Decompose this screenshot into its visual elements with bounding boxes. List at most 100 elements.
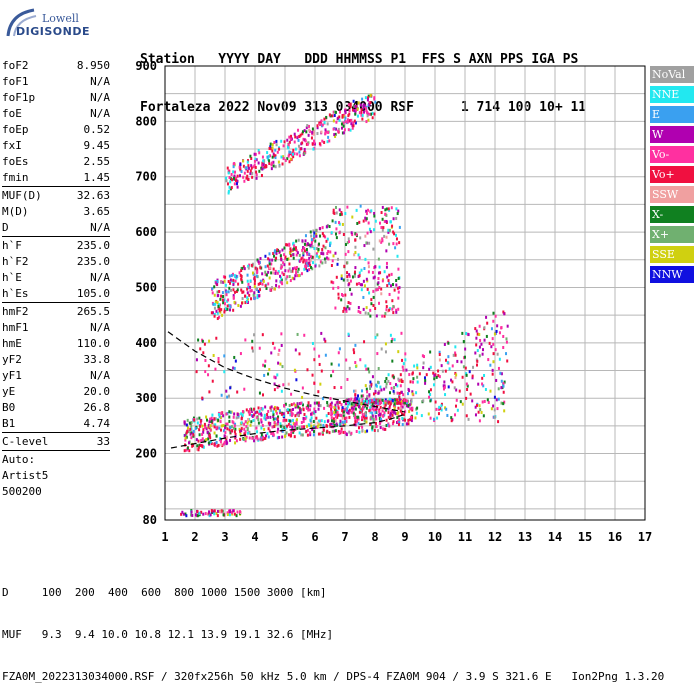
echo-point: [204, 424, 207, 428]
echo-point: [348, 415, 351, 419]
echo-point: [242, 159, 245, 163]
echo-point: [348, 408, 351, 412]
echo-point: [492, 342, 495, 346]
param-row: h`Es 105.0: [2, 286, 110, 302]
echo-point: [330, 280, 333, 284]
echo-point: [277, 420, 280, 424]
echo-point: [481, 400, 484, 404]
echo-point: [332, 127, 335, 131]
echo-point: [389, 411, 392, 415]
echo-point: [232, 509, 235, 513]
echo-point: [475, 329, 478, 333]
echo-point: [291, 267, 294, 271]
param-key: foF1p: [2, 91, 36, 104]
echo-point: [378, 399, 381, 403]
echo-point: [490, 407, 493, 411]
echo-point: [411, 392, 414, 396]
echo-point: [280, 280, 283, 284]
echo-point: [296, 404, 299, 408]
echo-point: [201, 339, 204, 343]
echo-point: [292, 429, 295, 433]
echo-point: [321, 430, 324, 434]
echo-point: [319, 260, 322, 264]
echo-point: [281, 435, 284, 439]
echo-point: [353, 109, 356, 113]
echo-point: [301, 132, 304, 136]
echo-point: [339, 413, 342, 417]
echo-point: [416, 363, 419, 367]
echo-point: [268, 161, 271, 165]
echo-point: [213, 425, 216, 429]
echo-point: [280, 389, 283, 393]
echo-point: [305, 264, 308, 268]
echo-point: [323, 117, 326, 121]
y-tick-label: 600: [135, 225, 157, 239]
echo-point: [363, 419, 366, 423]
echo-point: [300, 433, 303, 437]
echo-point: [202, 430, 205, 434]
echo-point: [361, 97, 364, 101]
echo-point: [347, 250, 350, 254]
echo-point: [505, 340, 508, 344]
echo-point: [297, 138, 300, 142]
param-row: MUF(D) 32.63: [2, 188, 110, 204]
echo-point: [326, 401, 329, 405]
echo-point: [384, 312, 387, 316]
echo-point: [474, 413, 477, 417]
echo-point: [279, 424, 282, 428]
echo-point: [378, 416, 381, 420]
echo-point: [269, 415, 272, 419]
echo-point: [240, 417, 243, 421]
echo-point: [312, 129, 315, 133]
echo-point: [227, 171, 230, 175]
echo-point: [397, 423, 400, 427]
param-key: MUF(D): [2, 189, 42, 202]
echo-point: [325, 239, 328, 243]
echo-point: [265, 273, 268, 277]
echo-point: [239, 432, 242, 436]
echo-point: [309, 431, 312, 435]
echo-point: [496, 352, 499, 356]
echo-point: [183, 434, 186, 438]
echo-point: [357, 309, 360, 313]
echo-point: [276, 422, 279, 426]
echo-point: [398, 286, 401, 290]
echo-point: [465, 414, 468, 418]
echo-point: [345, 419, 348, 423]
echo-point: [351, 233, 354, 237]
echo-point: [297, 267, 300, 271]
param-key: Auto:: [2, 453, 36, 466]
echo-point: [321, 232, 324, 236]
echo-point: [310, 238, 313, 242]
echo-point: [303, 258, 306, 262]
echo-point: [213, 417, 216, 421]
echo-point: [418, 372, 421, 376]
echo-point: [233, 274, 236, 278]
param-row: Auto:: [2, 452, 110, 468]
echo-point: [367, 367, 370, 371]
echo-point: [397, 377, 400, 381]
echo-point: [410, 398, 413, 402]
echo-point: [258, 169, 261, 173]
echo-point: [365, 241, 368, 245]
echo-point: [323, 121, 326, 125]
echo-point: [226, 427, 229, 431]
echo-point: [223, 310, 226, 314]
echo-point: [328, 113, 331, 117]
param-key: C-level: [2, 435, 49, 448]
echo-point: [368, 370, 371, 374]
echo-point: [407, 422, 410, 426]
echo-point: [382, 401, 385, 405]
legend-item: NNW: [650, 266, 694, 283]
echo-point: [398, 420, 401, 424]
echo-point: [263, 413, 266, 417]
param-key: hmE: [2, 337, 22, 350]
echo-point: [218, 306, 221, 310]
echo-point: [453, 386, 456, 390]
echo-point: [365, 109, 368, 113]
echo-point: [306, 269, 309, 273]
echo-point: [495, 398, 498, 402]
echo-point: [300, 272, 303, 276]
echo-point: [315, 232, 318, 236]
echo-point: [214, 300, 217, 304]
